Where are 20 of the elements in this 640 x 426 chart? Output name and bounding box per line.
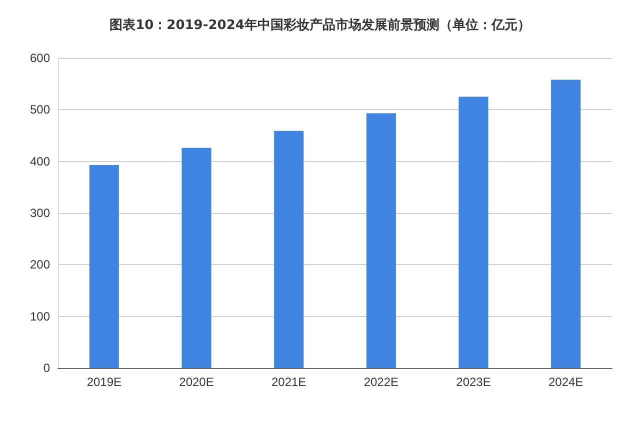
x-tick-label: 2022E — [364, 375, 399, 389]
x-tick-label: 2024E — [548, 375, 584, 389]
y-tick-label: 600 — [30, 51, 50, 65]
x-tick-label: 2021E — [271, 375, 306, 389]
bar — [274, 130, 304, 368]
bar — [89, 164, 119, 368]
bar — [458, 96, 488, 368]
y-tick-label: 200 — [30, 258, 50, 272]
y-tick-label: 500 — [30, 102, 50, 117]
chart-title: 图表10：2019-2024年中国彩妆产品市场发展前景预测（单位：亿元） — [110, 17, 530, 33]
y-tick-label: 400 — [30, 154, 50, 168]
bar — [182, 148, 212, 368]
bar — [366, 113, 396, 368]
x-tick-label: 2019E — [86, 375, 122, 389]
x-tick-label: 2023E — [456, 375, 491, 389]
bar — [551, 80, 581, 368]
y-tick-label: 300 — [30, 206, 50, 220]
y-tick-label: 0 — [43, 361, 50, 375]
y-tick-label: 100 — [30, 309, 50, 324]
x-tick-label: 2020E — [179, 375, 214, 389]
